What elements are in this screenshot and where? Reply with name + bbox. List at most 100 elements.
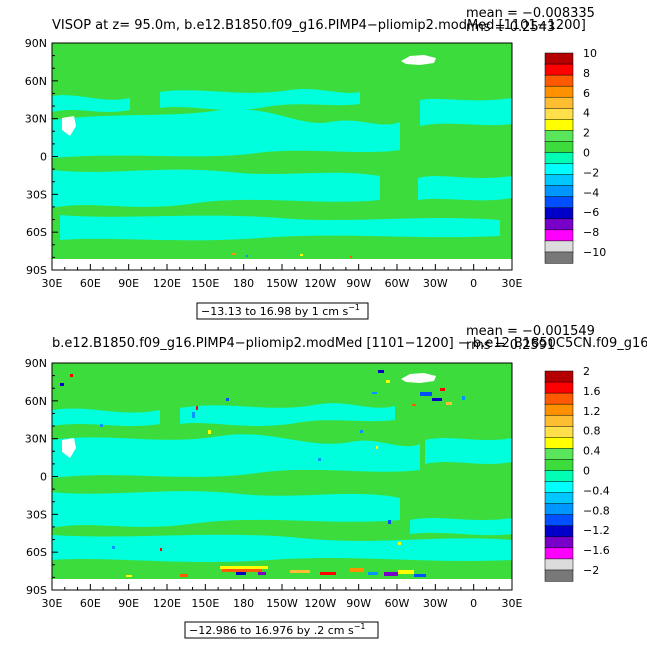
colorbar-label: 4	[583, 107, 590, 120]
x-tick-label: 90W	[346, 597, 371, 610]
y-tick-label: 60S	[26, 546, 47, 559]
y-tick-label: 60S	[26, 226, 47, 239]
colorbar-swatch	[544, 414, 574, 427]
panel-1-negative-bands	[52, 89, 512, 241]
x-tick-label: 90W	[346, 277, 371, 290]
panel-1-range-label: −13.13 to 16.98 by 1 cm s−1	[201, 303, 360, 318]
panel-1-rms: rms = 0.2543	[466, 20, 555, 35]
x-tick-label: 120W	[304, 597, 336, 610]
colorbar-swatch	[544, 492, 574, 505]
x-tick-label: 30E	[502, 277, 523, 290]
colorbar-swatch	[544, 96, 574, 109]
panel-1-title: VISOP at z= 95.0m, b.e12.B1850.f09_g16.P…	[52, 18, 586, 33]
y-tick-label: 60N	[25, 395, 47, 408]
y-tick-label: 30N	[25, 433, 47, 446]
colorbar-label: −6	[583, 206, 599, 219]
colorbar-swatch	[544, 525, 574, 538]
colorbar-swatch	[544, 229, 574, 242]
colorbar-label: −0.4	[583, 484, 610, 497]
colorbar-swatch	[544, 207, 574, 220]
panel-2-range-box: −12.986 to 16.976 by .2 cm s−1	[184, 621, 379, 639]
panel-2-land	[62, 373, 436, 458]
colorbar-swatch	[544, 174, 574, 187]
colorbar-swatch	[544, 152, 574, 165]
x-tick-label: 30W	[423, 277, 448, 290]
colorbar-swatch	[544, 381, 574, 394]
x-tick-label: 150W	[266, 597, 298, 610]
colorbar-label: 10	[583, 47, 597, 60]
colorbar-label: 2	[583, 127, 590, 140]
panel-1-colorbar: 10 8 6 4 2 0 −2 −4 −6 −8 −10	[544, 47, 606, 264]
colorbar-swatch	[544, 558, 574, 571]
panel-2-y-axis: 90N 60N 30N 0 30S 60S 90S	[25, 357, 58, 597]
y-tick-label: 30S	[26, 188, 47, 201]
panel-2-range-label: −12.986 to 16.976 by .2 cm s−1	[189, 622, 366, 637]
colorbar-swatch	[544, 514, 574, 527]
colorbar-label: 0	[583, 146, 590, 159]
colorbar-label: 8	[583, 67, 590, 80]
x-tick-label: 30E	[42, 597, 63, 610]
colorbar-swatch	[544, 437, 574, 450]
x-tick-label: 30E	[502, 597, 523, 610]
y-tick-label: 60N	[25, 75, 47, 88]
y-tick-label: 90S	[26, 264, 47, 277]
panel-1-x-axis: 30E 60E 90E 120E 150E 180 150W 120W 90W 60W 30W 0 30…	[42, 264, 523, 290]
panel-1: VISOP at z= 95.0m, b.e12.B1850.f09_g16.P…	[25, 6, 606, 320]
y-tick-label: 90N	[25, 357, 47, 370]
colorbar-swatch	[544, 163, 574, 176]
colorbar-label: −2	[583, 564, 599, 577]
colorbar-swatch	[544, 569, 574, 582]
colorbar-label: 0.8	[583, 425, 601, 438]
colorbar-swatch	[544, 85, 574, 98]
y-tick-label: 0	[40, 151, 47, 164]
x-tick-label: 120W	[304, 277, 336, 290]
colorbar-swatch	[544, 448, 574, 461]
colorbar-swatch	[544, 185, 574, 198]
colorbar-label: −8	[583, 226, 599, 239]
colorbar-swatch	[544, 119, 574, 132]
x-tick-label: 150E	[191, 597, 219, 610]
colorbar-swatch	[544, 481, 574, 494]
colorbar-label: 1.6	[583, 385, 601, 398]
y-tick-label: 0	[40, 471, 47, 484]
panel-2-rms: rms = 0.2591	[466, 338, 555, 353]
panel-1-range-box: −13.13 to 16.98 by 1 cm s−1	[196, 302, 369, 320]
y-tick-label: 90N	[25, 37, 47, 50]
colorbar-label: 0.4	[583, 445, 601, 458]
colorbar-swatch	[544, 503, 574, 516]
x-tick-label: 120E	[153, 597, 181, 610]
colorbar-swatch	[544, 196, 574, 209]
colorbar-swatch	[544, 63, 574, 76]
x-tick-label: 0	[470, 597, 477, 610]
x-tick-label: 60E	[80, 277, 101, 290]
colorbar-swatch	[544, 251, 574, 264]
colorbar-label: 0	[583, 464, 590, 477]
colorbar-swatch	[544, 218, 574, 231]
colorbar-label: −2	[583, 166, 599, 179]
panel-2-x-axis: 30E 60E 90E 120E 150E 180 150W 120W 90W 60W 30W 0 30…	[42, 584, 523, 610]
x-tick-label: 120E	[153, 277, 181, 290]
panel-2-map	[52, 363, 512, 590]
colorbar-swatch	[544, 240, 574, 253]
x-tick-label: 180	[233, 277, 254, 290]
y-tick-label: 30N	[25, 113, 47, 126]
colorbar-swatch	[544, 470, 574, 483]
colorbar-label: −1.6	[583, 544, 610, 557]
x-tick-label: 90E	[118, 277, 139, 290]
colorbar-swatch	[544, 108, 574, 120]
panel-1-map	[52, 43, 512, 270]
x-tick-label: 150E	[191, 277, 219, 290]
panel-1-land	[62, 55, 436, 136]
x-tick-label: 30W	[423, 597, 448, 610]
x-tick-label: 60W	[385, 277, 410, 290]
colorbar-label: −1.2	[583, 524, 610, 537]
panel-2-mean: mean = −0.001549	[466, 324, 595, 339]
colorbar-label: −4	[583, 186, 599, 199]
colorbar-swatch	[544, 141, 574, 154]
y-tick-label: 30S	[26, 508, 47, 521]
panel-2-colorbar: 2 1.6 1.2 0.8 0.4 0 −0.4 −0.8 −1.2 −1.6 −2	[544, 365, 610, 582]
x-tick-label: 30E	[42, 277, 63, 290]
colorbar-swatch	[544, 130, 574, 143]
colorbar-swatch	[544, 547, 574, 560]
